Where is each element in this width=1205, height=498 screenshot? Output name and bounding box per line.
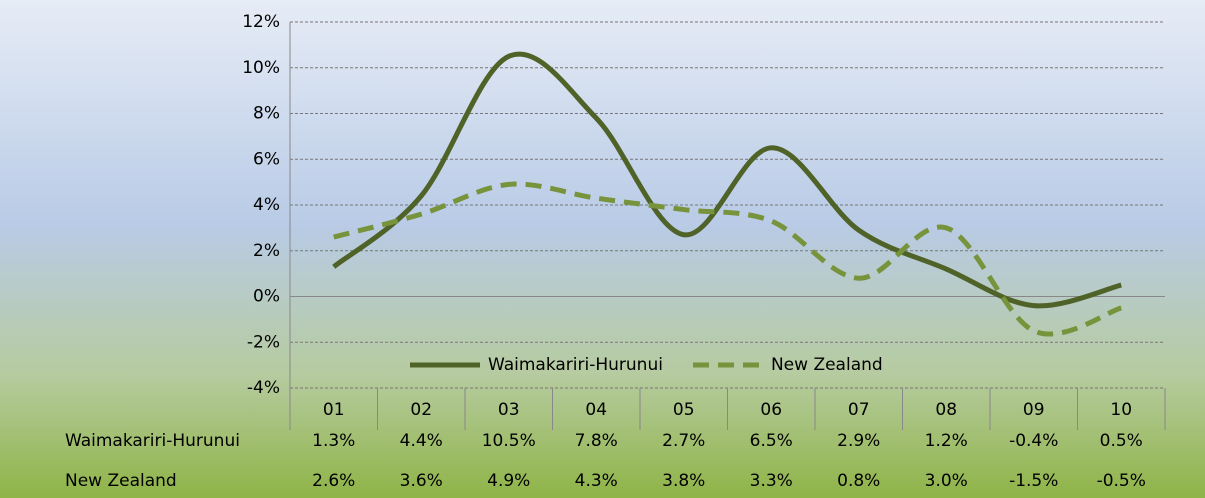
table-cell: 6.5%	[750, 431, 793, 451]
table-cell: 3.8%	[662, 471, 705, 491]
table-cell: -0.5%	[1097, 471, 1146, 491]
y-tick-label: 2%	[253, 241, 280, 261]
y-tick-label: 4%	[253, 195, 280, 215]
y-tick-label: 12%	[242, 12, 280, 32]
x-tick-label: 09	[1023, 400, 1045, 420]
x-tick-label: 02	[410, 400, 432, 420]
table-cell: 3.0%	[925, 471, 968, 491]
table-cell: 4.3%	[575, 471, 618, 491]
x-tick-label: 06	[760, 400, 782, 420]
y-tick-label: 8%	[253, 104, 280, 124]
y-tick-label: 0%	[253, 287, 280, 307]
x-tick-label: 07	[848, 400, 870, 420]
x-tick-label: 08	[935, 400, 957, 420]
y-tick-label: 6%	[253, 149, 280, 169]
table-cell: 0.8%	[837, 471, 880, 491]
table-cell: 4.4%	[400, 431, 443, 451]
legend-label: Waimakariri-Hurunui	[488, 355, 663, 375]
x-tick-label: 10	[1110, 400, 1132, 420]
table-cell: 2.9%	[837, 431, 880, 451]
x-tick-label: 05	[673, 400, 695, 420]
table-row-header: Waimakariri-Hurunui	[65, 431, 240, 451]
x-tick-label: 04	[585, 400, 607, 420]
y-tick-label: -4%	[247, 378, 280, 398]
table-cell: -0.4%	[1009, 431, 1058, 451]
x-tick-label: 01	[323, 400, 345, 420]
table-cell: -1.5%	[1009, 471, 1058, 491]
table-cell: 2.7%	[662, 431, 705, 451]
table-cell: 4.9%	[487, 471, 530, 491]
y-tick-label: -2%	[247, 332, 280, 352]
series-line	[332, 51, 1122, 309]
y-tick-label: 10%	[242, 58, 280, 78]
table-cell: 2.6%	[312, 471, 355, 491]
table-cell: 1.3%	[312, 431, 355, 451]
series-line	[333, 181, 1123, 337]
table-row-header: New Zealand	[65, 471, 177, 491]
table-cell: 10.5%	[482, 431, 536, 451]
table-cell: 7.8%	[575, 431, 618, 451]
table-cell: 0.5%	[1100, 431, 1143, 451]
table-cell: 3.3%	[750, 471, 793, 491]
table-cell: 3.6%	[400, 471, 443, 491]
table-cell: 1.2%	[925, 431, 968, 451]
legend-label: New Zealand	[771, 355, 883, 375]
x-tick-label: 03	[498, 400, 520, 420]
